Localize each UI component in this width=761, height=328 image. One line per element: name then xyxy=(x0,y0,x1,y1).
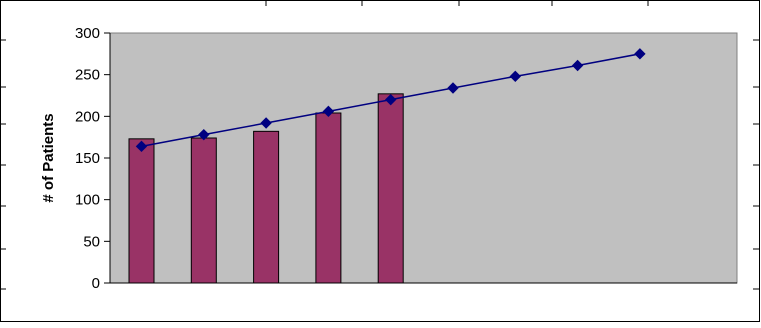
line-point-marker xyxy=(634,48,646,60)
y-tick-label: 250 xyxy=(75,67,100,84)
line-point-marker xyxy=(384,93,397,106)
line-point-marker xyxy=(198,128,210,141)
bar xyxy=(128,138,155,284)
bar xyxy=(253,130,280,284)
line-point-marker xyxy=(135,140,148,153)
y-tick-label: 300 xyxy=(75,25,100,42)
trend-line-group xyxy=(135,48,646,153)
y-tick-label: 150 xyxy=(75,150,100,167)
bar xyxy=(315,112,342,284)
y-tick-label: 0 xyxy=(92,275,100,292)
line-point-marker xyxy=(260,117,272,129)
line-point-marker xyxy=(571,59,584,72)
line-point-marker xyxy=(447,82,459,94)
outer-tick-marks xyxy=(0,0,760,290)
bars-group xyxy=(128,93,404,284)
bar xyxy=(190,137,217,284)
y-tick-label: 200 xyxy=(75,108,100,125)
y-axis-title: # of Patients xyxy=(40,113,57,202)
y-tick-label: 50 xyxy=(83,233,100,250)
bar xyxy=(377,93,404,284)
line-point-marker xyxy=(509,70,522,83)
y-tick-label: 100 xyxy=(75,192,100,209)
line-point-marker xyxy=(322,105,335,118)
